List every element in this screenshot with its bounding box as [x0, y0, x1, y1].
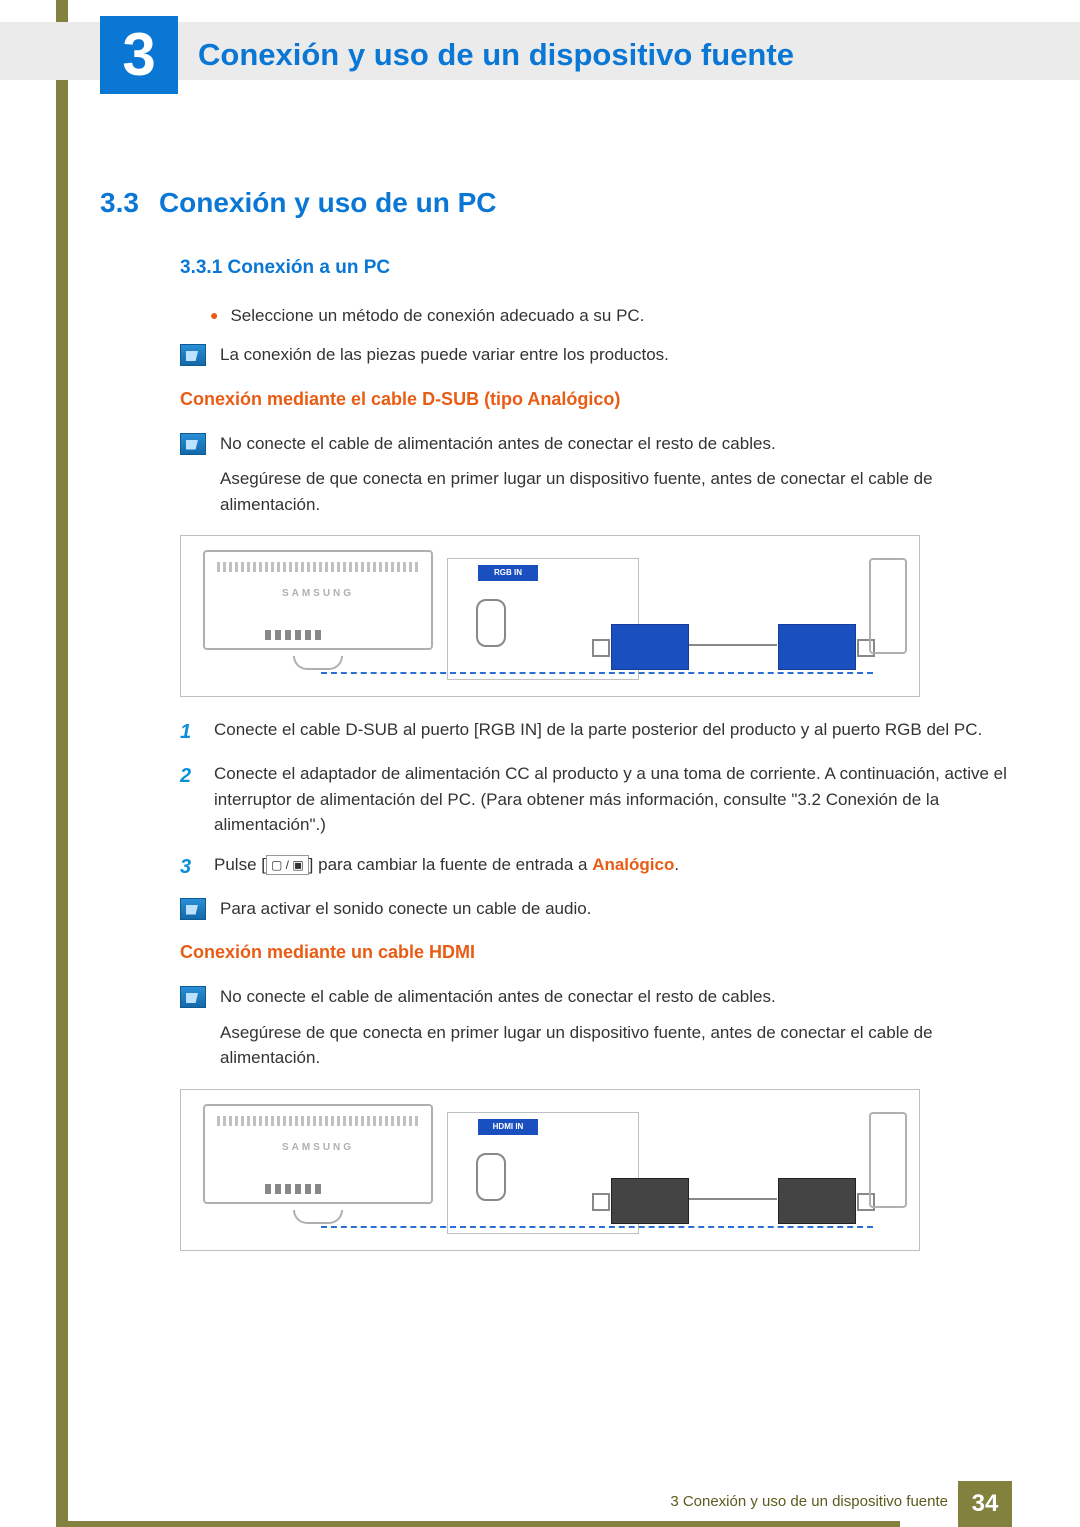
dsub-heading: Conexión mediante el cable D-SUB (tipo A…	[180, 386, 1020, 413]
pc-tower-illustration	[869, 558, 907, 654]
note-row: No conecte el cable de alimentación ante…	[180, 984, 1020, 1071]
note-row: No conecte el cable de alimentación ante…	[180, 431, 1020, 518]
monitor-illustration: SAMSUNG	[203, 1104, 433, 1224]
bullet-text: Seleccione un método de conexión adecuad…	[230, 303, 644, 329]
connection-dashed-line	[321, 672, 873, 674]
note-text-block: No conecte el cable de alimentación ante…	[220, 431, 1020, 518]
step-number: 3	[180, 852, 200, 882]
note-text: La conexión de las piezas puede variar e…	[220, 342, 669, 368]
note-text: Para activar el sonido conecte un cable …	[220, 896, 591, 922]
section-title: Conexión y uso de un PC	[159, 182, 497, 224]
pc-tower-illustration	[869, 1112, 907, 1208]
hdmi-heading: Conexión mediante un cable HDMI	[180, 939, 1020, 966]
note-icon	[180, 433, 206, 455]
page-content: 3.3 Conexión y uso de un PC 3.3.1 Conexi…	[100, 182, 1020, 1271]
subsection-heading: 3.3.1 Conexión a un PC	[180, 254, 1020, 283]
step-number: 2	[180, 761, 200, 838]
chapter-title: Conexión y uso de un dispositivo fuente	[198, 32, 794, 79]
note-line: Asegúrese de que conecta en primer lugar…	[220, 466, 1020, 517]
section-number: 3.3	[100, 182, 139, 224]
monitor-illustration: SAMSUNG	[203, 550, 433, 670]
monitor-brand-label: SAMSUNG	[205, 1140, 431, 1155]
note-text-block: No conecte el cable de alimentación ante…	[220, 984, 1020, 1071]
note-icon	[180, 986, 206, 1008]
footer-chapter-text: 3 Conexión y uso de un dispositivo fuent…	[670, 1491, 948, 1514]
step-row: 2 Conecte el adaptador de alimentación C…	[180, 761, 1020, 838]
port-label: HDMI IN	[478, 1119, 538, 1135]
step-number: 1	[180, 717, 200, 747]
step-text: Conecte el adaptador de alimentación CC …	[214, 761, 1020, 838]
note-icon	[180, 898, 206, 920]
page-footer: 3 Conexión y uso de un dispositivo fuent…	[0, 1487, 1080, 1527]
section-heading: 3.3 Conexión y uso de un PC	[100, 182, 1020, 224]
step3-pre: Pulse [	[214, 855, 266, 874]
note-line: No conecte el cable de alimentación ante…	[220, 431, 1020, 457]
step-row: 1 Conecte el cable D-SUB al puerto [RGB …	[180, 717, 1020, 747]
note-row: La conexión de las piezas puede variar e…	[180, 342, 1020, 368]
footer-stripe	[68, 1521, 900, 1527]
step-text: Pulse [▢ / ▣] para cambiar la fuente de …	[214, 852, 679, 882]
port-label: RGB IN	[478, 565, 538, 581]
note-line: Asegúrese de que conecta en primer lugar…	[220, 1020, 1020, 1071]
footer-page-number: 34	[958, 1481, 1012, 1527]
note-icon	[180, 344, 206, 366]
hdmi-connector-left	[611, 1178, 689, 1224]
source-button-icon: ▢ / ▣	[266, 855, 309, 875]
connection-dashed-line	[321, 1226, 873, 1228]
step3-post: .	[674, 855, 679, 874]
hdmi-connector-right	[778, 1178, 856, 1224]
dsub-connector-left	[611, 624, 689, 670]
cable-line	[689, 644, 777, 646]
chapter-number-badge: 3	[100, 16, 178, 94]
numbered-steps: 1 Conecte el cable D-SUB al puerto [RGB …	[180, 717, 1020, 882]
left-margin-stripe	[56, 0, 68, 1527]
dsub-connector-right	[778, 624, 856, 670]
bullet-item: ● Seleccione un método de conexión adecu…	[210, 303, 1020, 329]
step3-mid: ] para cambiar la fuente de entrada a	[309, 855, 593, 874]
step3-highlight: Analógico	[592, 855, 674, 874]
step-text: Conecte el cable D-SUB al puerto [RGB IN…	[214, 717, 982, 747]
bullet-dot-icon: ●	[210, 303, 218, 329]
monitor-brand-label: SAMSUNG	[205, 586, 431, 601]
note-line: No conecte el cable de alimentación ante…	[220, 984, 1020, 1010]
note-row: Para activar el sonido conecte un cable …	[180, 896, 1020, 922]
cable-line	[689, 1198, 777, 1200]
hdmi-connection-diagram: SAMSUNG HDMI IN	[180, 1089, 920, 1251]
dsub-connection-diagram: SAMSUNG RGB IN	[180, 535, 920, 697]
step-row: 3 Pulse [▢ / ▣] para cambiar la fuente d…	[180, 852, 1020, 882]
